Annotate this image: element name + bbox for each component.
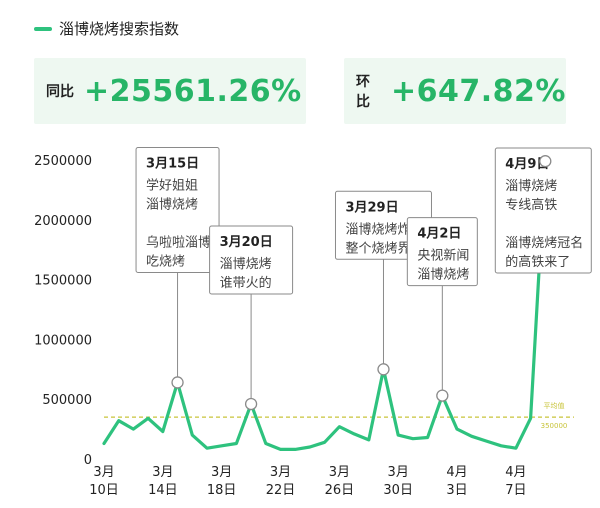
- x-tick-label: 14日: [148, 483, 178, 498]
- annotation-box: [494, 147, 592, 274]
- x-tick-label: 22日: [266, 483, 296, 498]
- annotation-date: 3月20日: [220, 235, 273, 250]
- x-tick-label: 4月: [505, 465, 526, 480]
- x-tick-label: 3月: [329, 465, 350, 480]
- series-line: [102, 159, 562, 451]
- y-tick-label: 1500000: [34, 274, 92, 289]
- annotation-date: 4月9日: [505, 157, 549, 172]
- peak-marker: [244, 397, 258, 411]
- yoy-value: +25561.26%: [84, 73, 302, 109]
- annotation-text: 央视新闻: [417, 248, 469, 264]
- yoy-label: 同比: [46, 84, 74, 100]
- annotation-text: 淄博烧烤: [417, 268, 469, 283]
- x-tick-label: 3月: [270, 465, 291, 480]
- average-label: 平均值: [544, 401, 565, 410]
- x-tick-label: 10日: [89, 483, 119, 498]
- annotation-text: 学好姐姐: [146, 177, 198, 193]
- x-tick-label: 26日: [325, 483, 355, 498]
- annotation-text: 淄博烧烤: [220, 257, 272, 272]
- x-tick-label: 30日: [383, 483, 413, 498]
- y-tick-label: 1000000: [34, 333, 92, 348]
- annotation-text: 专线高铁: [505, 197, 557, 213]
- y-tick-label: 2000000: [34, 214, 92, 229]
- annotation-date: 3月15日: [146, 156, 199, 171]
- peak-marker: [436, 389, 449, 402]
- annotation-box: [209, 225, 294, 295]
- x-tick-label: 7日: [505, 483, 526, 498]
- annotation-date: 4月2日: [417, 227, 461, 242]
- x-tick-label: 3月: [388, 465, 409, 480]
- x-tick-label: 18日: [207, 483, 237, 498]
- peak-marker: [171, 376, 184, 389]
- x-tick-label: 3月: [93, 465, 114, 480]
- annotation-box: [135, 146, 220, 273]
- legend-swatch: [34, 26, 52, 31]
- annotation-text: 淄博烧烤: [146, 197, 198, 212]
- peak-marker: [539, 155, 552, 168]
- x-tick-label: 3月: [152, 465, 173, 480]
- chart-legend: 淄博烧烤搜索指数: [34, 18, 179, 39]
- annotation-text: 淄博烧烤炸裂: [345, 222, 423, 237]
- mom-label: 环比: [356, 74, 370, 110]
- annotation-date: 3月29日: [345, 200, 398, 215]
- x-tick-label: 3月: [211, 465, 232, 480]
- mom-value: +647.82%: [391, 73, 566, 109]
- mom-stat-card: 环比 +647.82%: [344, 58, 566, 124]
- x-tick-label: 3日: [446, 483, 467, 498]
- average-value-label: 350000: [541, 422, 568, 430]
- annotation-text: 吃烧烤: [146, 253, 185, 269]
- annotation-box: [406, 217, 478, 287]
- x-tick-label: 4月: [446, 465, 467, 480]
- annotation-text: 谁带火的: [220, 275, 272, 291]
- annotation-text: 整个烧烤界: [345, 241, 410, 256]
- yoy-stat-card: 同比 +25561.26%: [34, 58, 306, 124]
- y-tick-label: 0: [84, 453, 92, 468]
- annotation-text: 的高铁来了: [505, 254, 570, 270]
- annotation-text: 淄博烧烤: [505, 179, 557, 194]
- peak-marker: [377, 363, 390, 376]
- annotation-text: 淄博烧烤冠名: [505, 235, 583, 251]
- y-tick-label: 500000: [42, 393, 92, 408]
- legend-label: 淄博烧烤搜索指数: [59, 20, 180, 38]
- y-tick-label: 2500000: [34, 154, 92, 169]
- annotation-text: 乌啦啦淄博: [146, 234, 211, 250]
